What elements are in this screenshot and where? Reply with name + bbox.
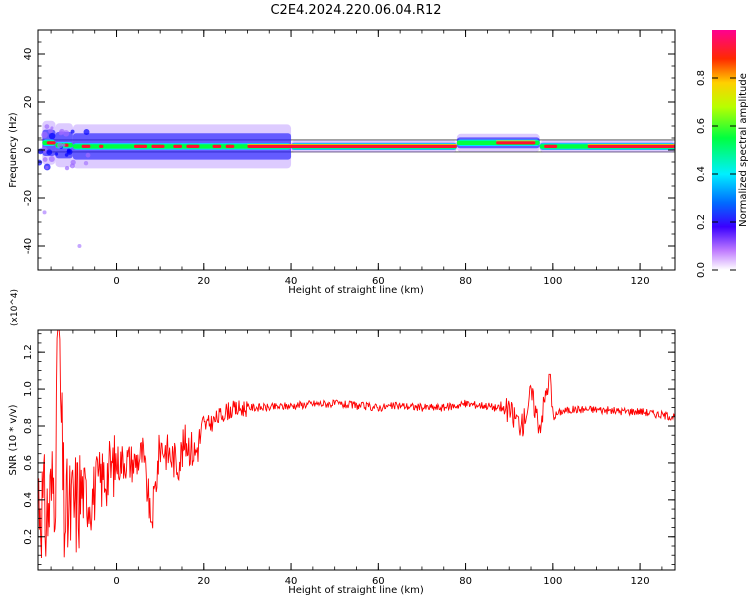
heat-speck <box>48 155 55 162</box>
colorbar-label: Normalized spectral amplitude <box>738 73 749 227</box>
heat-core-red <box>247 144 457 148</box>
spectrogram-panel: 0 20 40 60 80 100 120 -40 -20 0 20 40 Height of str… <box>8 29 676 296</box>
heat-core-red <box>81 144 91 148</box>
heat-speck <box>77 244 82 248</box>
heat-speck <box>62 130 70 137</box>
x-tick-label: 40 <box>285 576 298 587</box>
y-tick-label: 1.0 <box>23 381 34 397</box>
heat-speck <box>70 159 76 165</box>
y-tick-label: 0.4 <box>23 492 34 508</box>
y-tick-label: 0.2 <box>23 529 34 545</box>
heat-speck <box>85 152 91 158</box>
colorbar-tick-label: 0.6 <box>696 118 707 134</box>
heat-speck <box>38 159 43 166</box>
heat-core-red <box>99 144 104 148</box>
y-tick-label: 20 <box>23 96 34 109</box>
heat-core-red <box>212 144 222 148</box>
y-tick-label: 1.2 <box>23 344 34 360</box>
heat-speck <box>48 132 56 140</box>
heat-speck <box>42 157 48 162</box>
y-tick-label: -40 <box>23 238 34 254</box>
colorbar: 0.0 0.2 0.4 0.6 0.8 Normalized spectral ampl… <box>696 30 749 278</box>
x-tick-label: 0 <box>113 576 119 587</box>
colorbar-tick-label: 0.0 <box>696 262 707 278</box>
colorbar-ticks: 0.0 0.2 0.4 0.6 0.8 <box>696 70 736 278</box>
x-tick-label: 80 <box>459 276 472 287</box>
colorbar-tick-label: 0.4 <box>696 166 707 182</box>
heat-speck <box>48 128 53 134</box>
snr-xlabel: Height of straight line (km) <box>288 585 424 596</box>
heat-edge-yellow <box>247 144 457 145</box>
heat-core-red <box>46 141 56 145</box>
y-tick-label: 0.8 <box>23 418 34 434</box>
colorbar-gradient <box>712 30 736 270</box>
spectrogram-ticks: 0 20 40 60 80 100 120 -40 -20 0 20 40 <box>23 29 675 287</box>
heat-speck <box>57 142 63 149</box>
snr-frame <box>37 329 676 571</box>
snr-ticks: 0 20 40 60 80 100 120 0.2 0.4 0.6 0.8 1.0 1.2 <box>23 330 675 587</box>
snr-series-line <box>38 330 675 559</box>
snr-panel: 0 20 40 60 80 100 120 0.2 0.4 0.6 0.8 1.0 1.2 Height… <box>8 289 676 596</box>
heat-core-red <box>133 144 148 148</box>
heat-speck <box>50 126 54 130</box>
heat-speck <box>54 152 59 156</box>
x-tick-label: 20 <box>197 276 210 287</box>
y-tick-label: 0.6 <box>23 455 34 471</box>
heat-speck <box>83 161 89 166</box>
heat-core-red <box>496 141 536 145</box>
heat-core-red <box>544 144 558 148</box>
heat-edge-yellow <box>496 140 536 142</box>
heat-core-red <box>173 144 182 148</box>
heat-speck <box>41 131 48 139</box>
x-tick-label: 0 <box>113 276 119 287</box>
colorbar-tick-label: 0.8 <box>696 70 707 86</box>
snr-ylabel: SNR (10 * v/v) <box>8 404 19 475</box>
heat-speck <box>61 143 66 147</box>
spectrogram-ylabel: Frequency (Hz) <box>8 112 19 188</box>
heat-edge-yellow <box>587 144 675 145</box>
heat-core-red <box>186 144 200 148</box>
spectrogram-heatmap <box>38 120 675 248</box>
colorbar-tick-label: 0.2 <box>696 214 707 230</box>
x-tick-label: 120 <box>631 576 650 587</box>
heat-speck <box>66 148 71 152</box>
chart-title: C2E4.2024.220.06.04.R12 <box>270 3 441 18</box>
x-tick-label: 120 <box>631 276 650 287</box>
x-tick-label: 20 <box>197 576 210 587</box>
y-tick-label: -20 <box>23 190 34 206</box>
x-tick-label: 100 <box>543 576 562 587</box>
heat-core-red <box>151 144 165 148</box>
spectrogram-xlabel: Height of straight line (km) <box>288 285 424 296</box>
snr-multiplier: (x10^4) <box>10 289 20 326</box>
x-tick-label: 60 <box>372 276 385 287</box>
x-tick-label: 60 <box>372 576 385 587</box>
heat-core-red <box>587 144 675 148</box>
heat-speck <box>64 166 70 171</box>
x-tick-label: 100 <box>543 276 562 287</box>
y-tick-label: 40 <box>23 48 34 61</box>
x-tick-label: 40 <box>285 276 298 287</box>
heat-speck <box>70 129 75 134</box>
heat-core-red <box>225 144 235 148</box>
heat-speck <box>83 129 90 136</box>
heat-speck <box>44 124 50 130</box>
heat-speck <box>46 149 53 156</box>
heat-speck <box>45 165 49 170</box>
y-tick-label: 0 <box>23 147 34 153</box>
heat-speck <box>42 210 47 215</box>
x-tick-label: 80 <box>459 576 472 587</box>
